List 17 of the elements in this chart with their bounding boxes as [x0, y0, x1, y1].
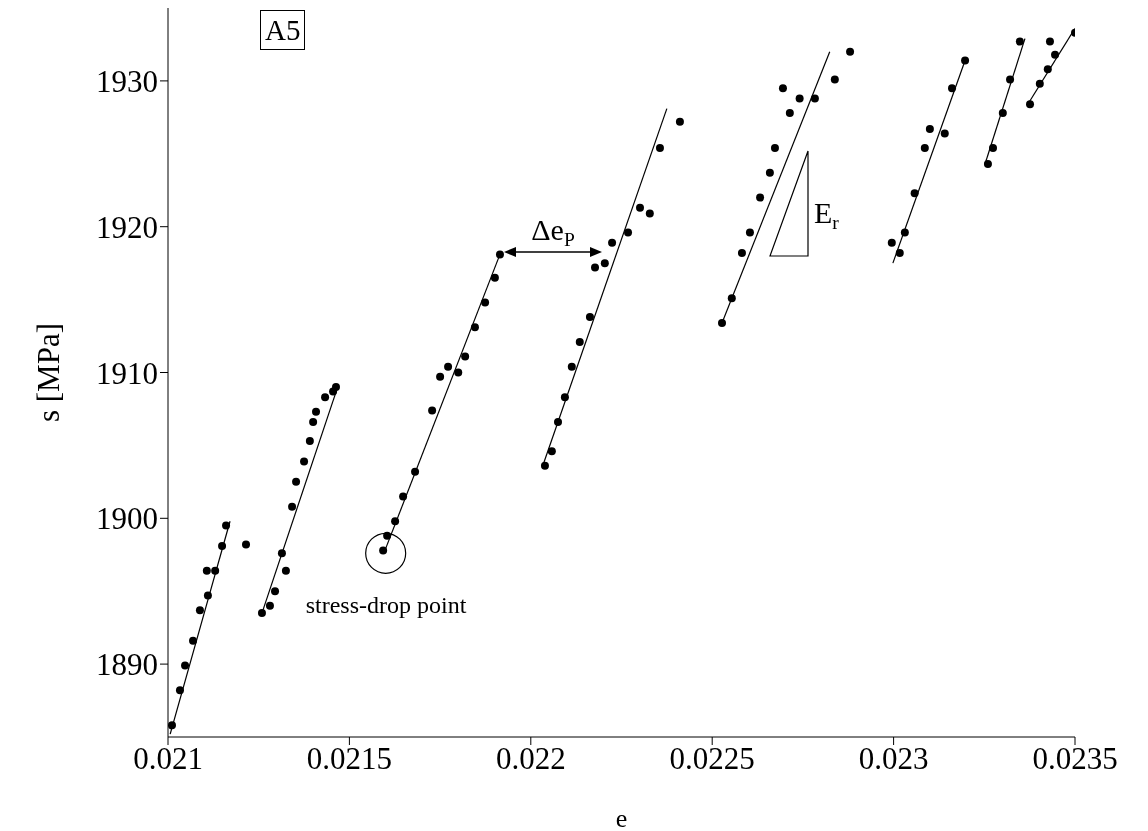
y-tick-label: 1910 — [96, 355, 158, 391]
x-tick-label: 0.021 — [133, 741, 203, 777]
annotation: A5 — [260, 10, 306, 50]
y-tick-label: 1920 — [96, 209, 158, 245]
annotation: Δe$_{P}$ — [531, 213, 575, 250]
annotation: E$_{r}$ — [814, 196, 840, 233]
x-tick-label: 0.022 — [495, 741, 566, 777]
x-tick-label: 0.0225 — [669, 741, 755, 777]
x-axis-title: e — [615, 804, 628, 831]
y-tick-label: 1930 — [96, 63, 158, 99]
x-tick-label: 0.0235 — [1032, 741, 1118, 777]
x-tick-label: 0.0215 — [306, 741, 393, 777]
y-axis-title: s [MPa] — [31, 322, 67, 423]
y-tick-label: 1900 — [96, 501, 158, 537]
annotation: stress-drop point — [305, 592, 467, 619]
x-tick-label: 0.023 — [858, 741, 929, 777]
y-tick-label: 1890 — [96, 647, 158, 683]
